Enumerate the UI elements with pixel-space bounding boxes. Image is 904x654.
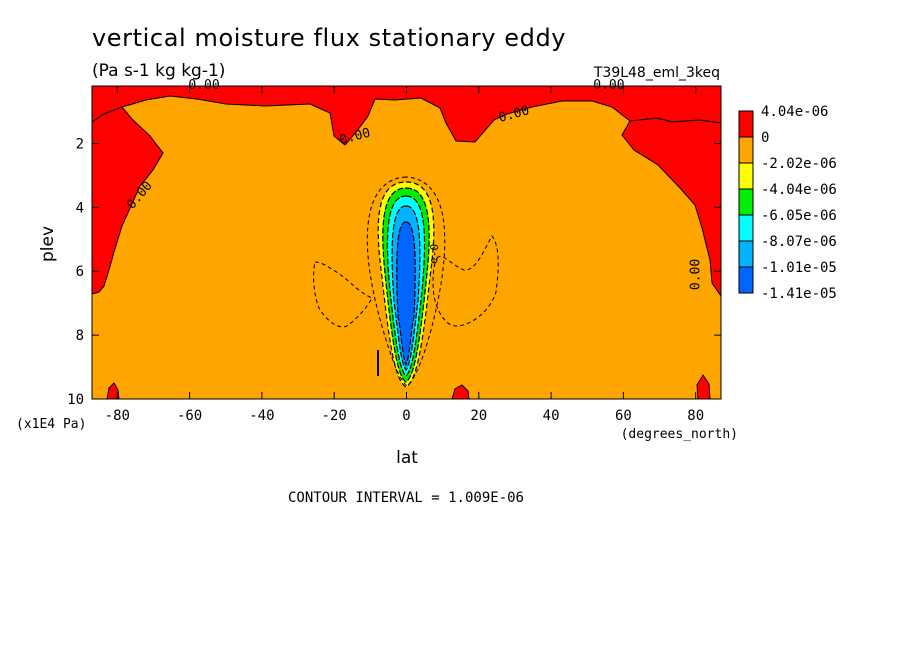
color-legend: 4.04e-06 0 -2.02e-06 -4.04e-06 -6.05e-06 -8.0… bbox=[738, 104, 837, 302]
y-axis-units: (x1E4 Pa) bbox=[16, 417, 86, 432]
x-tick-label: 60 bbox=[615, 408, 632, 424]
legend-label: -2.02e-06 bbox=[761, 156, 837, 172]
legend-swatch bbox=[738, 162, 754, 190]
legend-swatch bbox=[738, 214, 754, 242]
contour-label: 0.00 bbox=[688, 259, 703, 290]
x-tick-label: 0 bbox=[402, 408, 410, 424]
x-tick-label: -80 bbox=[105, 408, 130, 424]
legend-swatch bbox=[738, 188, 754, 216]
y-tick-label: 4 bbox=[76, 200, 84, 216]
legend-label: -6.05e-06 bbox=[761, 208, 837, 224]
x-axis-units: (degrees_north) bbox=[621, 427, 738, 442]
contour-dashed-left-wing bbox=[313, 261, 373, 328]
positive-region-left bbox=[92, 106, 164, 295]
y-tick-label: 6 bbox=[76, 264, 84, 280]
contour-label-axis-fragments: e-0 bbox=[427, 243, 441, 264]
positive-region-bottom-right bbox=[696, 374, 711, 399]
y-axis-label: plev bbox=[38, 226, 58, 262]
legend-swatch bbox=[738, 266, 754, 294]
contour-label-fragment: e-0 bbox=[427, 243, 441, 264]
legend-swatch bbox=[738, 136, 754, 164]
chart-title: vertical moisture flux stationary eddy bbox=[92, 24, 566, 52]
legend-swatch bbox=[738, 240, 754, 268]
negative-core bbox=[377, 181, 435, 388]
positive-region-bottom-left bbox=[106, 382, 120, 399]
legend-label: -1.01e-05 bbox=[761, 260, 837, 276]
positive-region-bottom-mid bbox=[451, 384, 470, 399]
contour-interval-note: CONTOUR INTERVAL = 1.009E-06 bbox=[288, 490, 524, 506]
x-tick-label: 80 bbox=[687, 408, 704, 424]
run-label: T39L48_eml_3keq bbox=[593, 65, 720, 81]
legend-swatch bbox=[738, 110, 754, 138]
x-tick-label: -40 bbox=[249, 408, 274, 424]
y-axis: 2 4 6 8 10 bbox=[67, 136, 721, 408]
negative-contours bbox=[313, 176, 499, 387]
legend-label: -4.04e-06 bbox=[761, 182, 837, 198]
legend-label: 0 bbox=[761, 130, 769, 146]
contour-dashed-right-wing bbox=[432, 235, 499, 327]
legend-label: -8.07e-06 bbox=[761, 234, 837, 250]
y-tick-label: 2 bbox=[76, 136, 84, 152]
x-tick-label: -20 bbox=[322, 408, 347, 424]
x-tick-label: -60 bbox=[177, 408, 202, 424]
core-level-region bbox=[396, 221, 416, 367]
plot-area: 0.000.000.000.000.000.00 e-0 bbox=[91, 78, 722, 400]
chart-subtitle: (Pa s-1 kg kg-1) bbox=[92, 61, 225, 81]
legend-label: -1.41e-05 bbox=[761, 286, 837, 302]
positive-region-right bbox=[621, 117, 721, 297]
x-axis: -80 -60 -40 -20 0 20 40 60 80 bbox=[105, 86, 704, 424]
x-tick-label: 40 bbox=[543, 408, 560, 424]
y-tick-label: 8 bbox=[76, 328, 84, 344]
x-axis-label: lat bbox=[396, 448, 418, 468]
y-tick-label: 10 bbox=[67, 392, 84, 408]
x-tick-label: 20 bbox=[470, 408, 487, 424]
legend-label: 4.04e-06 bbox=[761, 104, 828, 120]
